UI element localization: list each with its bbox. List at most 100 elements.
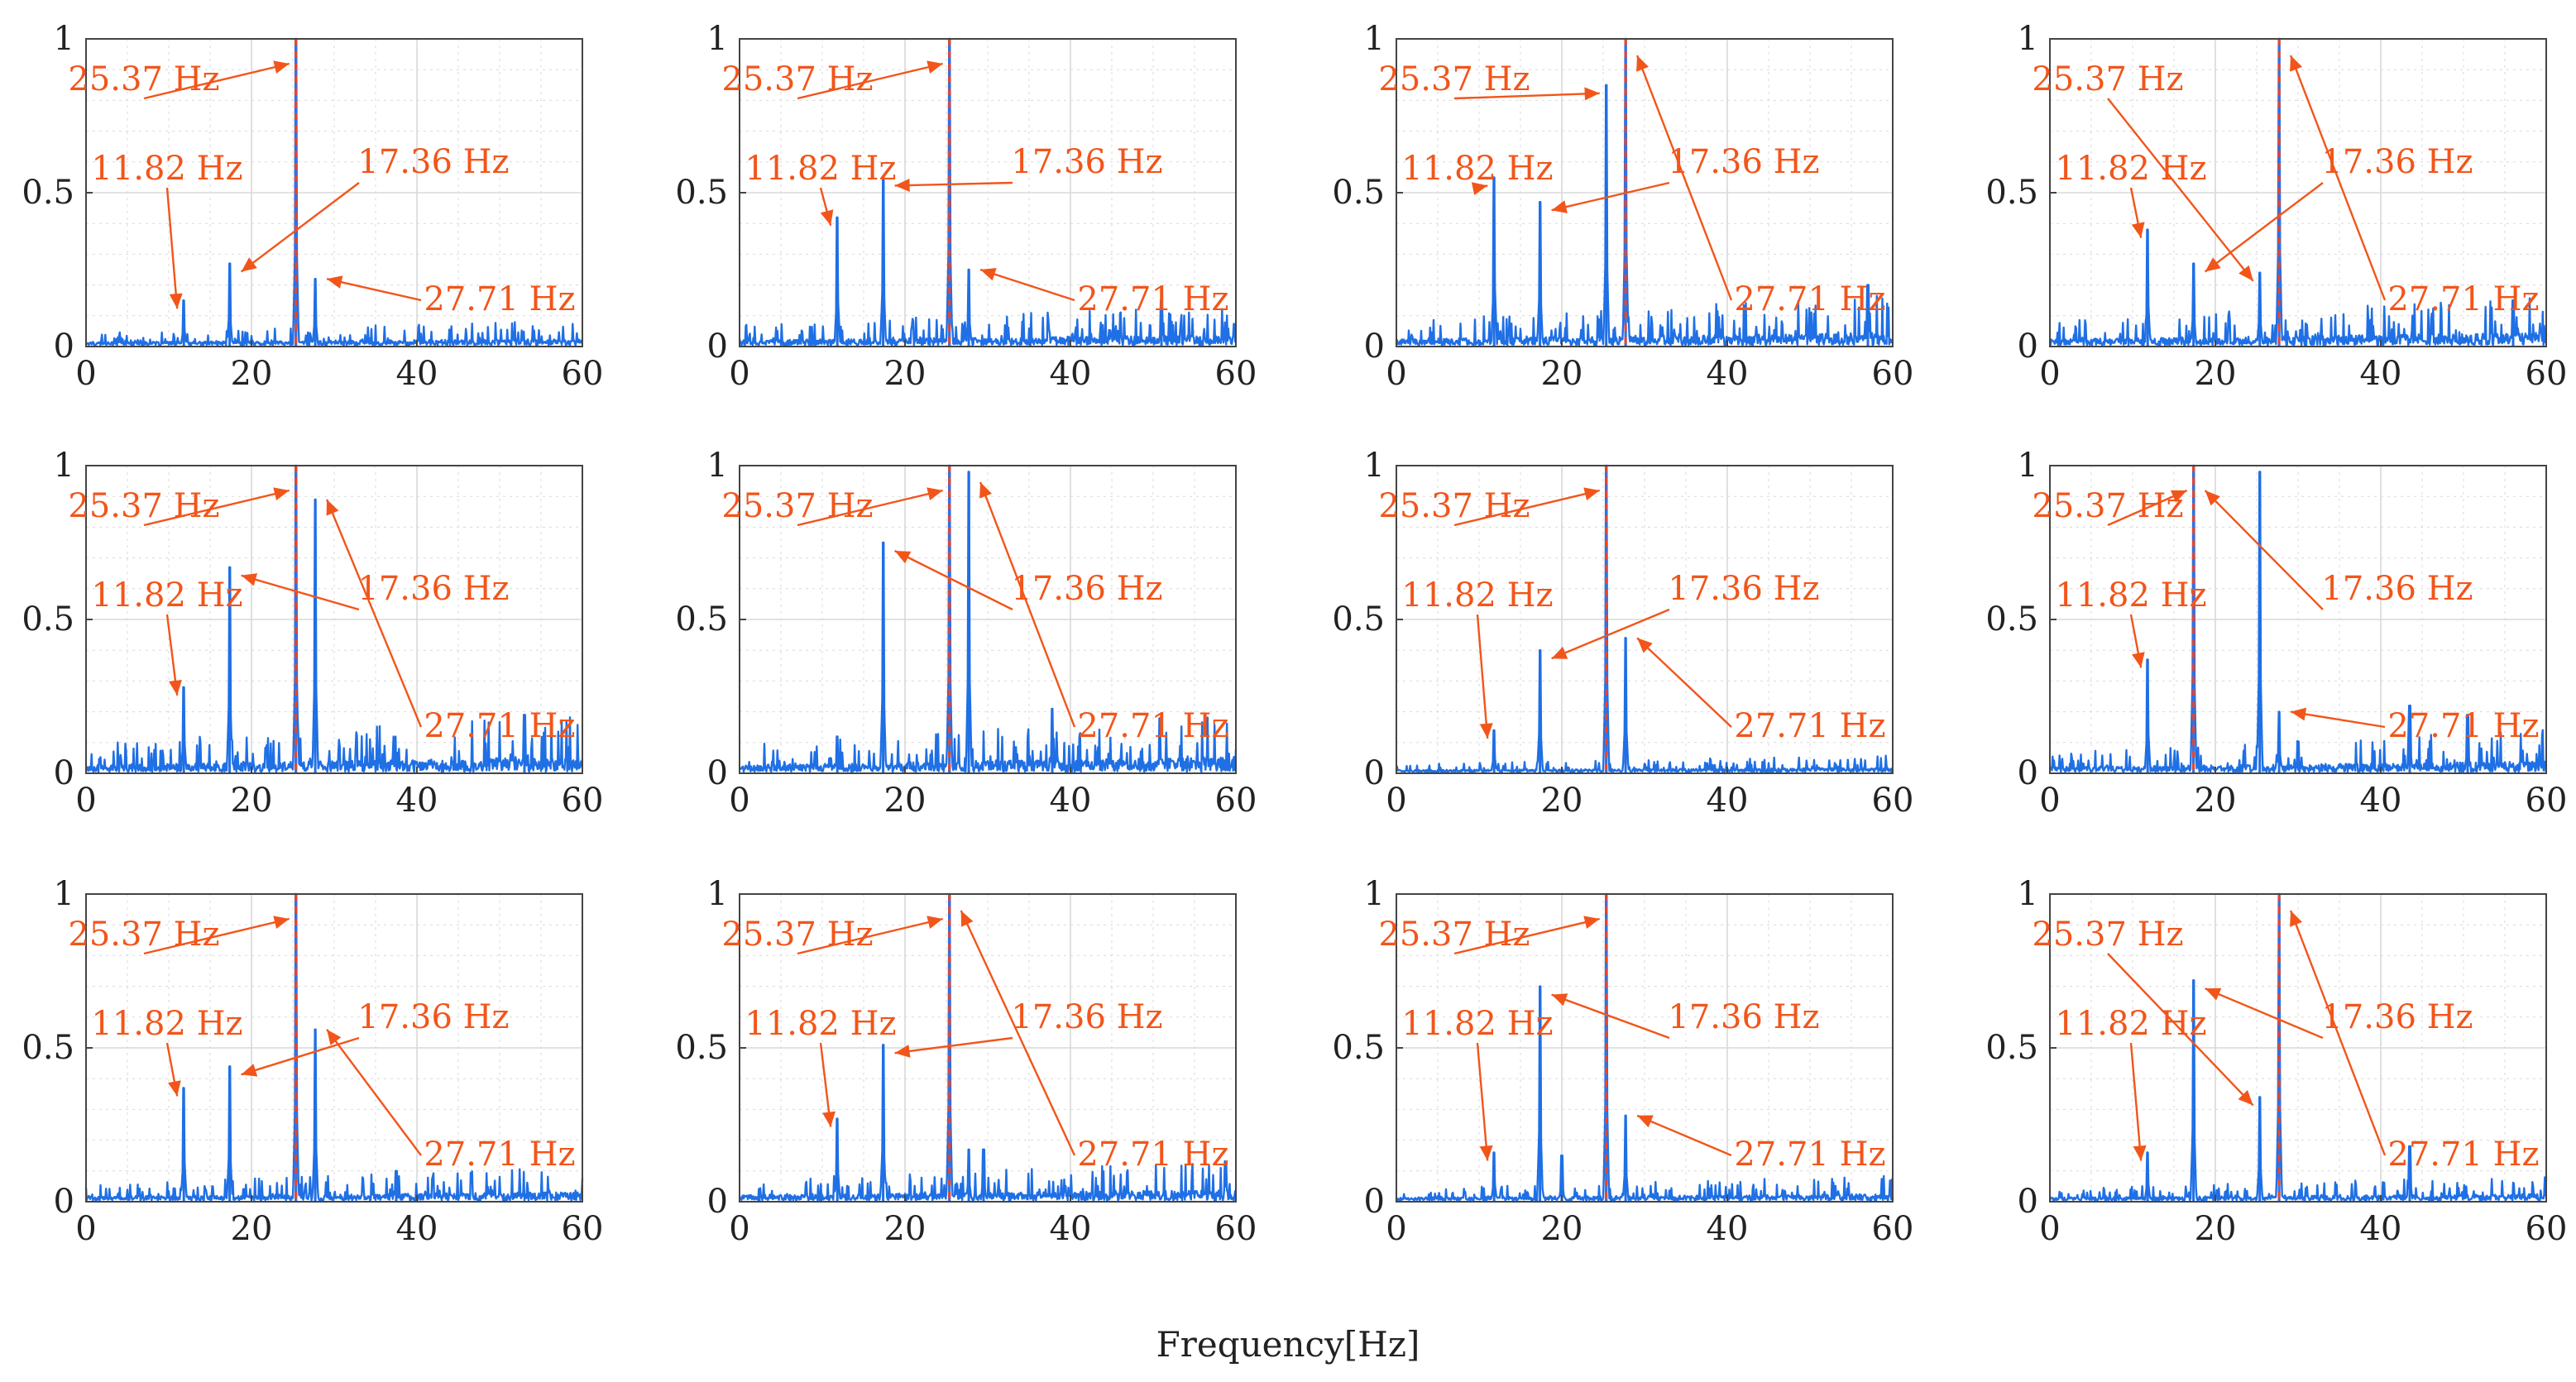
panel-row2-col2: 0 20 40 60 0 0.5 125.37 Hz 17.36 Hz 27.71 Hz bbox=[675, 447, 1257, 820]
annotation-arrow bbox=[143, 489, 290, 527]
arrowhead-icon bbox=[169, 680, 182, 696]
annotation-label: 17.36 Hz bbox=[1668, 570, 1819, 608]
annotation-arrow bbox=[894, 181, 1013, 187]
y-tick-label: 0.5 bbox=[1985, 600, 2038, 638]
y-tick-label: 0 bbox=[2018, 328, 2038, 366]
panel-row2-col1: 0 20 40 60 0 0.5 125.37 Hz 11.82 Hz 17.36 Hz 27.7… bbox=[22, 447, 603, 820]
annotation-label: 25.37 Hz bbox=[2032, 916, 2183, 954]
y-tick-label: 1 bbox=[2018, 447, 2038, 485]
arrowhead-icon bbox=[327, 275, 343, 289]
arrowhead-icon bbox=[273, 60, 290, 74]
arrowhead-icon bbox=[326, 499, 339, 516]
arrowhead-icon bbox=[980, 268, 997, 281]
x-tick-label: 0 bbox=[1386, 1210, 1406, 1248]
annotation-arrow bbox=[325, 499, 423, 728]
arrowhead-icon bbox=[2132, 652, 2145, 668]
x-tick-label: 0 bbox=[2039, 782, 2060, 820]
arrowhead-icon bbox=[2205, 987, 2222, 1001]
annotation-label: 27.71 Hz bbox=[1734, 707, 1885, 745]
annotation-label: 25.37 Hz bbox=[1378, 60, 1530, 98]
arrowhead-icon bbox=[273, 916, 290, 929]
spectrum-series bbox=[84, 892, 584, 1202]
x-tick-label: 60 bbox=[562, 1210, 604, 1248]
arrowhead-icon bbox=[1471, 182, 1488, 195]
annotation-label: 17.36 Hz bbox=[2321, 570, 2473, 608]
x-tick-label: 60 bbox=[2526, 355, 2568, 393]
spectrum-series bbox=[2048, 892, 2548, 1202]
x-tick-label: 40 bbox=[1050, 782, 1092, 820]
annotation-arrow bbox=[1453, 489, 1600, 527]
annotation-label: 27.71 Hz bbox=[424, 1136, 575, 1174]
arrowhead-icon bbox=[327, 1029, 342, 1045]
x-tick-label: 40 bbox=[2360, 355, 2402, 393]
annotation-label: 27.71 Hz bbox=[1077, 1136, 1228, 1174]
annotation-label: 17.36 Hz bbox=[1668, 998, 1819, 1036]
x-tick-label: 20 bbox=[2195, 782, 2237, 820]
panel-row3-col1: 0 20 40 60 0 0.5 125.37 Hz 11.82 Hz 17.36 Hz 27.7… bbox=[22, 875, 603, 1248]
arrowhead-icon bbox=[894, 551, 912, 564]
panel-row3-col4: 0 20 40 60 0 0.5 125.37 Hz 11.82 Hz 17.36 Hz 27.7… bbox=[1985, 875, 2567, 1248]
x-tick-label: 0 bbox=[1386, 782, 1406, 820]
x-tick-label: 40 bbox=[1707, 782, 1749, 820]
annotation-label: 17.36 Hz bbox=[1011, 998, 1162, 1036]
x-tick-label: 60 bbox=[562, 355, 604, 393]
panel-row2-col4: 0 20 40 60 0 0.5 125.37 Hz 11.82 Hz 17.36 Hz 27.7… bbox=[1985, 447, 2567, 820]
y-tick-label: 1 bbox=[707, 875, 728, 913]
arrowhead-icon bbox=[1583, 487, 1600, 500]
annotation-label: 25.37 Hz bbox=[1378, 487, 1530, 525]
arrowhead-icon bbox=[273, 487, 290, 500]
x-tick-label: 40 bbox=[1050, 1210, 1092, 1248]
x-tick-label: 40 bbox=[2360, 1210, 2402, 1248]
x-tick-label: 40 bbox=[2360, 782, 2402, 820]
arrowhead-icon bbox=[1584, 87, 1600, 101]
annotation-label: 17.36 Hz bbox=[2321, 143, 2473, 181]
arrowhead-icon bbox=[2290, 55, 2302, 72]
arrowhead-icon bbox=[926, 916, 943, 929]
arrowhead-icon bbox=[894, 179, 910, 192]
spectrum-series bbox=[738, 37, 1237, 347]
spectrum-series bbox=[738, 892, 1238, 1202]
y-tick-label: 0 bbox=[2018, 1183, 2038, 1221]
y-tick-label: 0 bbox=[2018, 754, 2038, 792]
annotation-arrow bbox=[894, 1036, 1013, 1054]
annotation-label: 25.37 Hz bbox=[68, 916, 219, 954]
x-tick-label: 20 bbox=[1541, 1210, 1583, 1248]
y-tick-label: 0.5 bbox=[1332, 1029, 1385, 1067]
annotation-label: 11.82 Hz bbox=[1401, 1005, 1553, 1043]
annotation-label: 17.36 Hz bbox=[1668, 143, 1819, 181]
x-tick-label: 60 bbox=[2526, 1210, 2568, 1248]
y-tick-label: 0 bbox=[54, 754, 74, 792]
annotation-label: 27.71 Hz bbox=[1734, 1136, 1885, 1174]
arrowhead-icon bbox=[1637, 1115, 1654, 1128]
arrowhead-icon bbox=[2238, 265, 2253, 281]
annotation-label: 27.71 Hz bbox=[424, 707, 575, 745]
arrowhead-icon bbox=[820, 209, 834, 226]
annotation-arrow bbox=[979, 268, 1075, 302]
y-tick-label: 1 bbox=[54, 20, 74, 58]
x-tick-label: 60 bbox=[1872, 1210, 1914, 1248]
y-tick-label: 0.5 bbox=[1332, 600, 1385, 638]
x-axis-label: Frequency[Hz] bbox=[1156, 1324, 1420, 1365]
arrowhead-icon bbox=[2238, 1090, 2253, 1106]
annotation-arrow bbox=[1476, 614, 1489, 739]
annotation-arrow bbox=[1453, 92, 1600, 100]
x-tick-label: 20 bbox=[231, 355, 273, 393]
annotation-label: 27.71 Hz bbox=[424, 280, 575, 318]
annotation-label: 17.36 Hz bbox=[1011, 570, 1162, 608]
arrowhead-icon bbox=[1479, 723, 1493, 739]
spectrum-series bbox=[85, 37, 584, 347]
y-tick-label: 1 bbox=[1364, 20, 1385, 58]
x-tick-label: 60 bbox=[1215, 355, 1257, 393]
annotation-label: 17.36 Hz bbox=[1011, 143, 1162, 181]
spectrum-series bbox=[2048, 37, 2548, 347]
annotation-label: 27.71 Hz bbox=[2387, 707, 2539, 745]
x-tick-label: 20 bbox=[2195, 355, 2237, 393]
y-tick-label: 1 bbox=[707, 447, 728, 485]
x-tick-label: 20 bbox=[1541, 782, 1583, 820]
arrowhead-icon bbox=[1479, 1145, 1493, 1161]
annotation-label: 11.82 Hz bbox=[91, 576, 242, 614]
spectrum-series bbox=[1395, 37, 1894, 347]
y-tick-label: 0.5 bbox=[1985, 1029, 2038, 1067]
annotation-label: 17.36 Hz bbox=[357, 143, 509, 181]
x-tick-label: 0 bbox=[2039, 355, 2060, 393]
